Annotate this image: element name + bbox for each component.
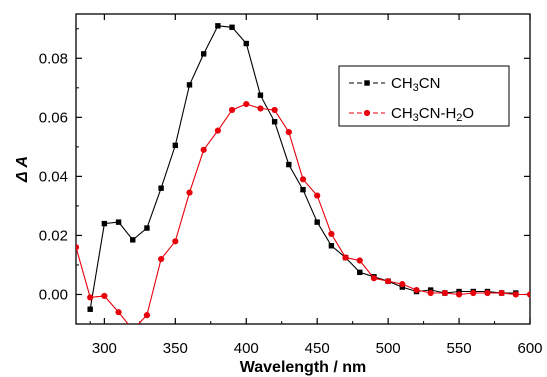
data-point xyxy=(130,327,136,333)
data-point xyxy=(158,255,165,263)
data-point xyxy=(385,278,392,285)
data-point xyxy=(228,106,236,114)
x-tick-label: 450 xyxy=(305,340,330,357)
data-point xyxy=(115,219,122,225)
data-point xyxy=(512,291,519,298)
data-point xyxy=(413,286,420,294)
ticks-layer: 300 350 400 450 500 550 600 0.00 0.02 0.04 0.06 0.0… xyxy=(39,14,543,357)
data-point xyxy=(257,105,264,112)
data-point xyxy=(356,257,363,264)
data-point xyxy=(144,225,150,231)
data-point xyxy=(357,269,363,276)
data-point xyxy=(172,238,179,245)
data-point xyxy=(101,292,108,300)
data-point xyxy=(328,230,335,238)
data-point xyxy=(130,237,136,243)
data-point xyxy=(328,243,335,249)
data-point xyxy=(243,100,250,108)
x-tick-label: 500 xyxy=(376,340,401,357)
data-point xyxy=(101,220,108,227)
data-point xyxy=(286,161,292,168)
data-point xyxy=(299,176,307,183)
data-point xyxy=(455,291,463,298)
data-point xyxy=(143,312,151,319)
data-point xyxy=(87,294,94,301)
data-point xyxy=(484,289,491,297)
legend: CH3CN CH3CN-H2O xyxy=(338,65,510,127)
x-tick-label: 400 xyxy=(234,340,259,357)
data-point xyxy=(427,289,434,297)
data-point xyxy=(470,289,477,297)
y-tick-label: 0.00 xyxy=(39,286,68,303)
x-tick-label: 550 xyxy=(447,340,472,357)
data-point xyxy=(342,254,349,261)
data-point xyxy=(271,106,278,114)
data-point xyxy=(214,127,221,134)
data-point xyxy=(285,128,292,136)
data-point xyxy=(172,142,179,149)
data-point xyxy=(271,119,278,125)
data-point xyxy=(87,306,93,312)
data-point xyxy=(243,40,249,47)
y-tick-label: 0.04 xyxy=(39,168,68,185)
data-point xyxy=(215,23,221,29)
data-point xyxy=(300,186,306,193)
x-axis-label: Wavelength / nm xyxy=(240,359,367,376)
plot-frame xyxy=(75,13,531,325)
data-point xyxy=(370,275,378,282)
data-point xyxy=(158,185,164,191)
data-point xyxy=(186,189,193,196)
y-tick-label: 0.06 xyxy=(39,109,68,126)
y-axis-label: Δ A xyxy=(14,156,31,183)
x-tick-label: 350 xyxy=(163,340,188,357)
data-point xyxy=(200,146,207,153)
y-tick-label: 0.02 xyxy=(39,227,68,244)
data-point xyxy=(526,291,530,298)
series-layer xyxy=(76,23,530,333)
x-tick-label: 600 xyxy=(517,340,542,357)
data-point xyxy=(229,24,235,30)
x-tick-label: 300 xyxy=(92,340,117,357)
legend-label-0: CH3CN xyxy=(391,75,440,94)
data-point xyxy=(441,289,448,297)
legend-marker-1 xyxy=(363,109,371,117)
series-line-1 xyxy=(76,103,530,324)
y-tick-label: 0.08 xyxy=(39,50,68,67)
legend-marker-0 xyxy=(364,80,370,86)
data-point xyxy=(498,289,505,297)
data-point xyxy=(314,192,321,199)
data-point xyxy=(257,92,264,98)
legend-label-1: CH3CN-H2O xyxy=(391,105,474,124)
data-point xyxy=(186,82,193,88)
data-point xyxy=(76,244,80,251)
data-point xyxy=(399,281,406,288)
data-point xyxy=(115,309,122,316)
data-point xyxy=(200,51,207,57)
data-point xyxy=(314,219,320,225)
